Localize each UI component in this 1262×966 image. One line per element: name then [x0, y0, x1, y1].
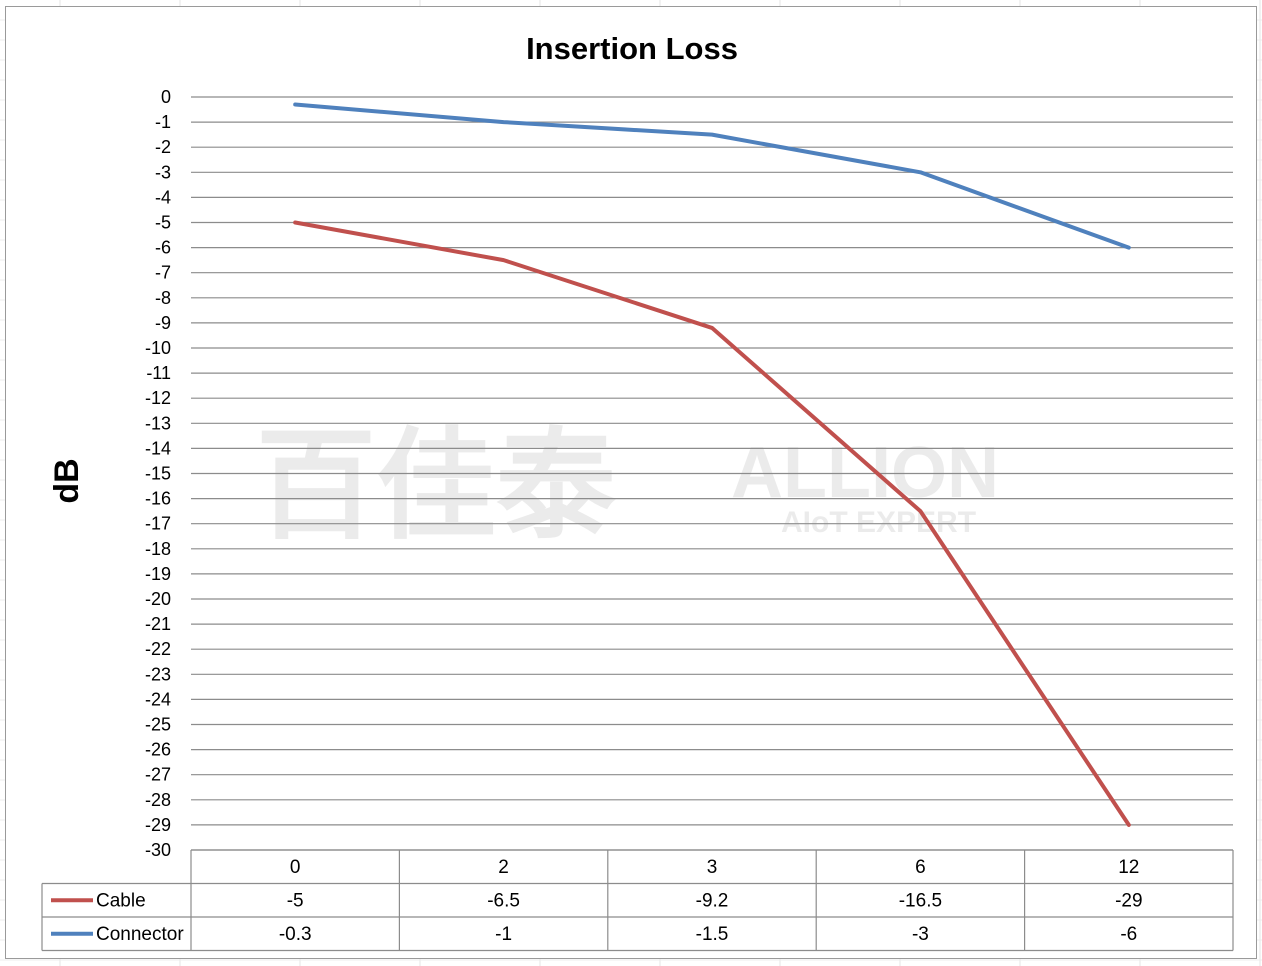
y-tick-label: -4	[155, 187, 171, 207]
y-tick-label: -30	[145, 840, 171, 860]
x-tick-label: 6	[915, 857, 926, 878]
y-tick-label: -27	[145, 765, 171, 785]
y-tick-label: -12	[145, 388, 171, 408]
y-tick-label: -21	[145, 614, 171, 634]
y-tick-label: -18	[145, 539, 171, 559]
y-tick-label: -9	[155, 313, 171, 333]
y-axis-ticks: 0 -1 -2 -3 -4 -5 -6 -7 -8 -9 -10 -11 -12 -13 -14 -15 -16…	[145, 87, 171, 860]
y-tick-label: -22	[145, 639, 171, 659]
y-tick-label: -26	[145, 740, 171, 760]
data-label: -6.5	[487, 891, 520, 912]
y-tick-label: -8	[155, 288, 171, 308]
x-tick-label: 2	[498, 857, 509, 878]
data-table: 0 2 3 6 12 Cable -5 -6.5 -9.2 -16.5 -29 Connector -0…	[41, 849, 1234, 952]
data-label: -1.5	[696, 924, 729, 945]
y-tick-label: -19	[145, 564, 171, 584]
gridlines	[191, 96, 1233, 851]
y-tick-label: -5	[155, 213, 171, 233]
y-tick-label: -28	[145, 790, 171, 810]
data-label: -29	[1115, 891, 1142, 912]
y-axis-label: dB	[48, 458, 86, 503]
watermark-logo: 百佳泰 ALLION AIoT EXPERT	[256, 419, 999, 553]
y-tick-label: -20	[145, 589, 171, 609]
x-tick-label: 3	[707, 857, 718, 878]
data-label: -3	[912, 924, 929, 945]
data-label: -5	[287, 891, 304, 912]
y-tick-label: -24	[145, 689, 171, 709]
y-tick-label: -6	[155, 238, 171, 258]
y-tick-label: -1	[155, 112, 171, 132]
data-label: -6	[1120, 924, 1137, 945]
y-tick-label: -2	[155, 137, 171, 157]
y-tick-label: -7	[155, 263, 171, 283]
y-tick-label: -16	[145, 489, 171, 509]
y-tick-label: -23	[145, 664, 171, 684]
data-label: -9.2	[696, 891, 729, 912]
y-tick-label: -14	[145, 438, 171, 458]
y-tick-label: -17	[145, 514, 171, 534]
chart-title: Insertion Loss	[526, 31, 738, 66]
x-tick-label: 12	[1118, 857, 1139, 878]
y-tick-label: -10	[145, 338, 171, 358]
data-label: -16.5	[899, 891, 942, 912]
y-tick-label: 0	[161, 87, 171, 107]
data-label: -1	[495, 924, 512, 945]
x-tick-label: 0	[290, 857, 301, 878]
watermark-tagline: AIoT EXPERT	[781, 506, 976, 539]
series-line-cable	[293, 220, 1131, 827]
y-tick-label: -25	[145, 715, 171, 735]
legend-label: Cable	[96, 891, 146, 912]
y-tick-label: -29	[145, 815, 171, 835]
y-tick-label: -15	[145, 464, 171, 484]
legend-label: Connector	[96, 924, 184, 945]
y-tick-label: -13	[145, 413, 171, 433]
chart-area[interactable]: Insertion Loss dB 百佳泰 ALLION AIoT EXPERT…	[5, 6, 1257, 959]
plot-series	[293, 102, 1131, 827]
y-tick-label: -11	[146, 363, 171, 383]
watermark-brand-cn: 百佳泰	[256, 419, 617, 553]
series-line-connector	[293, 102, 1131, 250]
chart-svg: Insertion Loss dB 百佳泰 ALLION AIoT EXPERT…	[41, 31, 1234, 952]
data-label: -0.3	[279, 924, 312, 945]
y-tick-label: -3	[155, 162, 171, 182]
